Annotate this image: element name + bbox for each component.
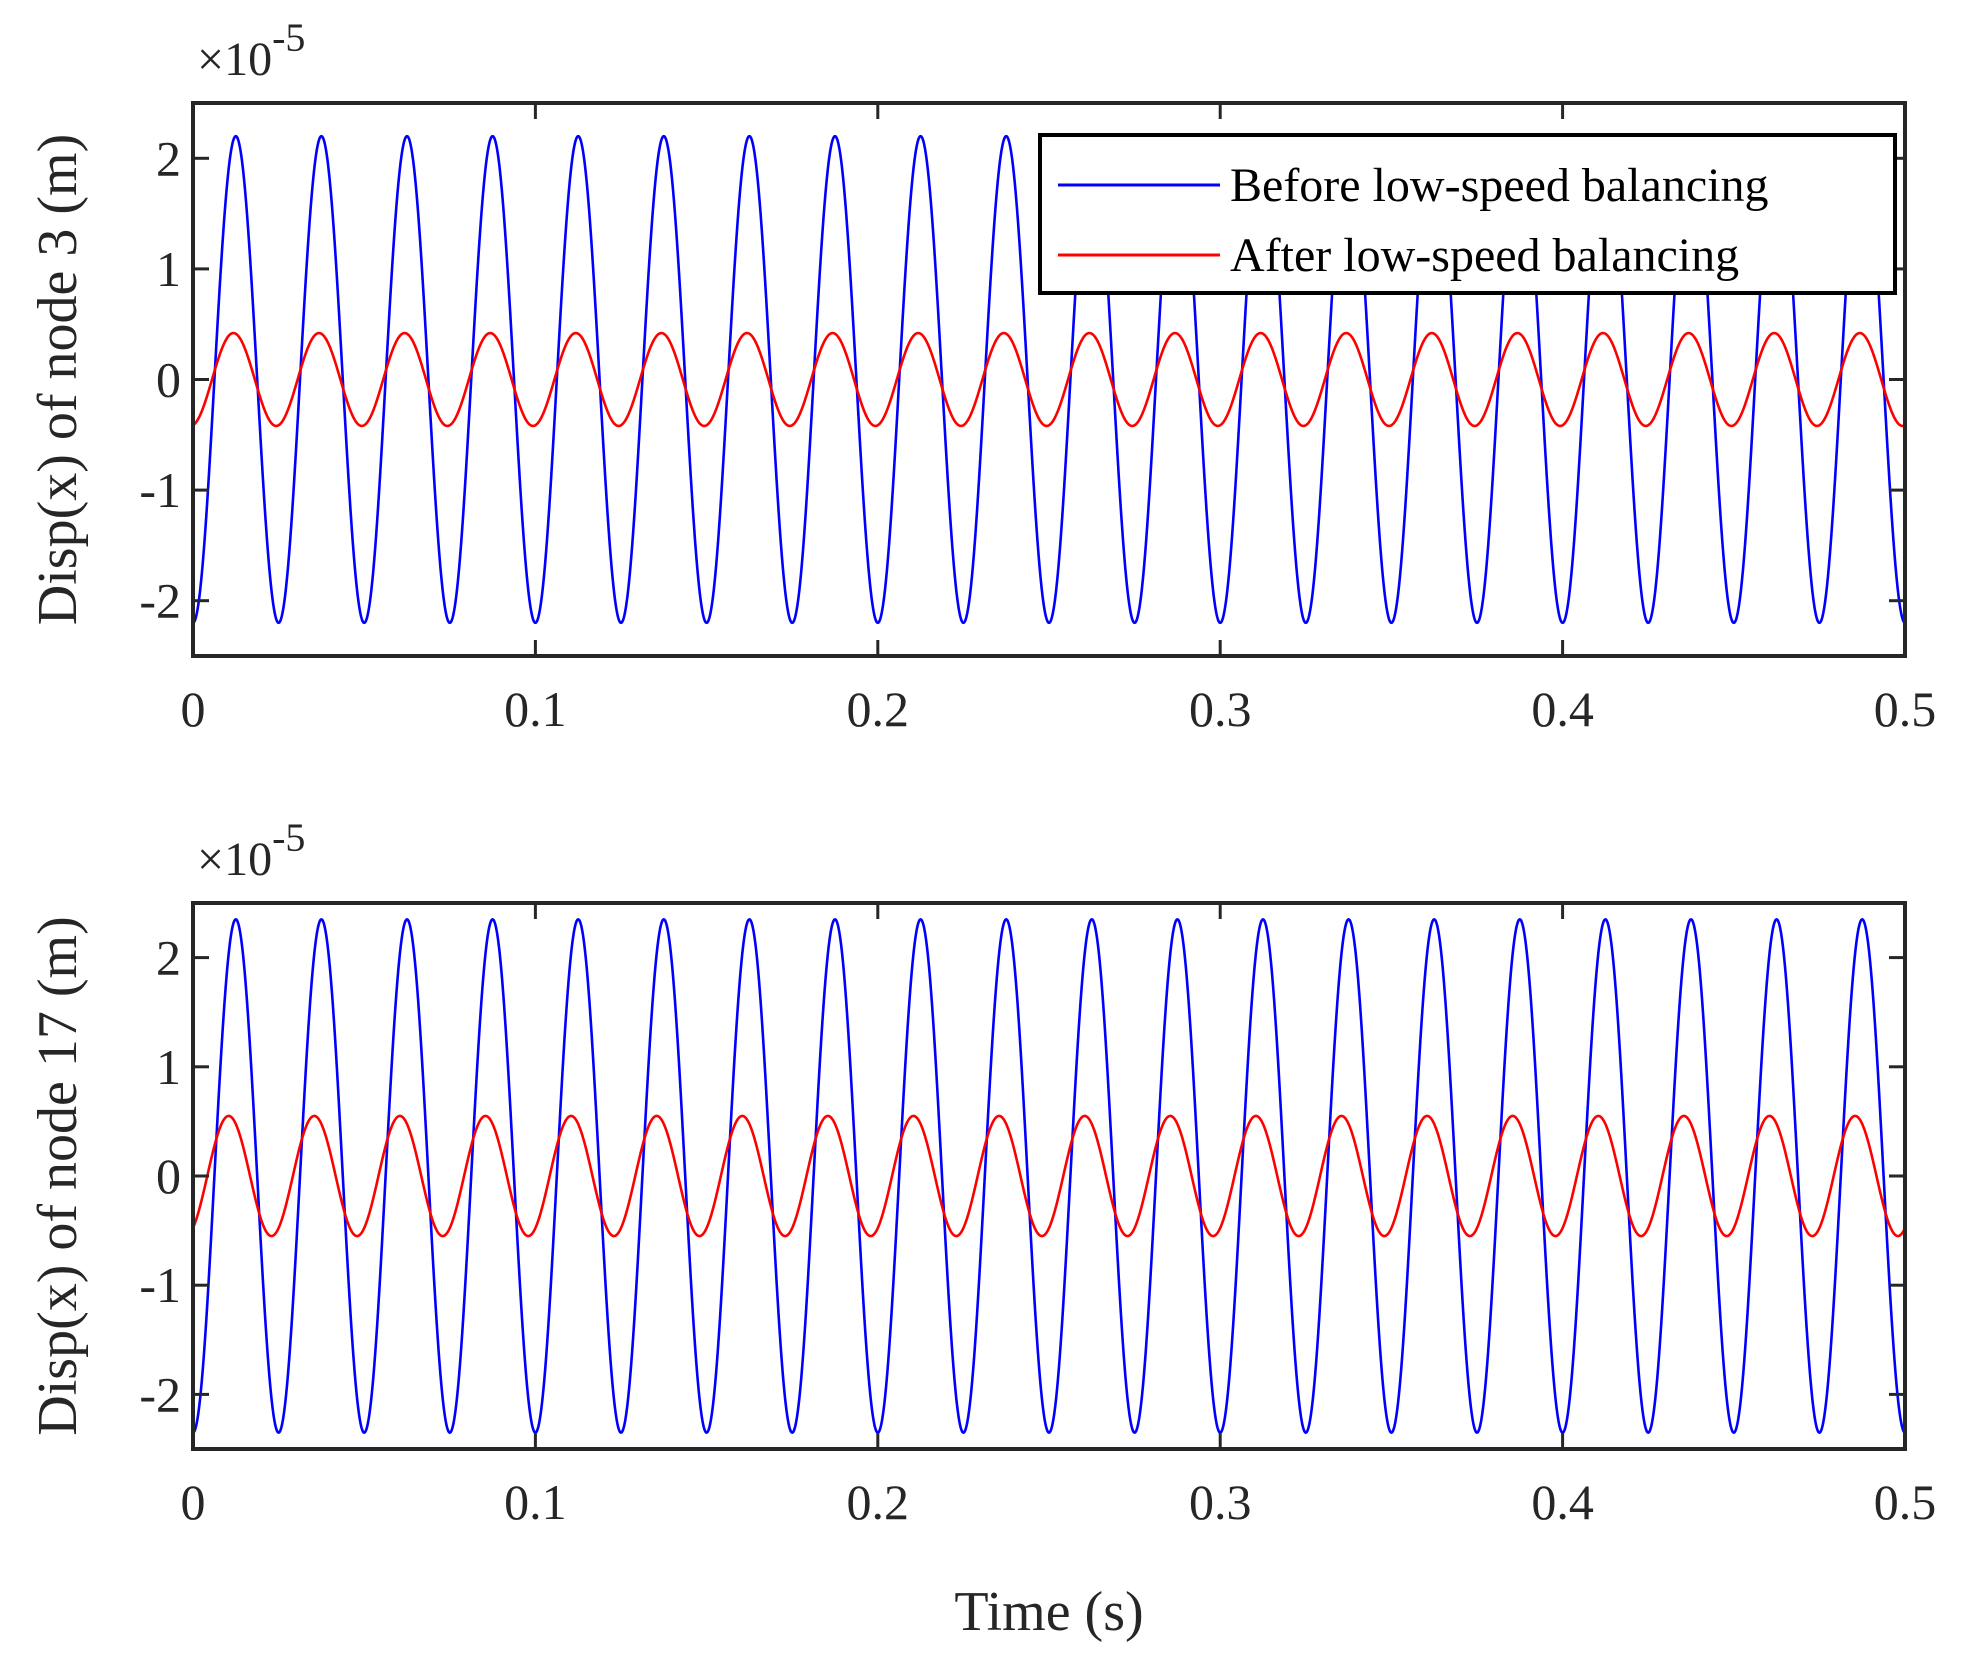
y-exponent-label: ×10-5 (197, 815, 305, 886)
x-axis-label: Time (s) (954, 1581, 1143, 1643)
chart-panel-bottom: 0 0.1 0.2 0.3 0.4 0.5 -2 -1 0 1 2 ×10-5 Disp(x) of n… (27, 815, 1936, 1643)
x-tick-label: 0.1 (504, 681, 567, 737)
y-tick-label: 1 (156, 1039, 181, 1095)
y-tick-label: 0 (156, 352, 181, 408)
y-exponent-base: ×10 (197, 33, 272, 86)
y-tick-label: 2 (156, 130, 181, 186)
x-tick-label: 0.1 (504, 1474, 567, 1530)
y-tick-label: -1 (139, 1257, 181, 1313)
x-tick-label: 0.3 (1189, 681, 1252, 737)
x-tick-label: 0 (181, 681, 206, 737)
y-tick-label: 0 (156, 1148, 181, 1204)
y-tick-label: 2 (156, 930, 181, 986)
y-exponent-label: ×10-5 (197, 15, 305, 86)
y-exponent-power: -5 (272, 815, 305, 860)
x-tick-label: 0.2 (847, 1474, 910, 1530)
legend-label-after: After low-speed balancing (1230, 229, 1739, 282)
y-axis-label: Disp(x) of node 17 (m) (27, 916, 89, 1435)
y-axis-label: Disp(x) of node 3 (m) (27, 134, 89, 625)
y-tick-label: -2 (139, 1366, 181, 1422)
x-tick-label: 0.5 (1874, 1474, 1937, 1530)
y-exponent-power: -5 (272, 15, 305, 60)
x-tick-label: 0.3 (1189, 1474, 1252, 1530)
y-tick-label: 1 (156, 241, 181, 297)
legend-box (1038, 133, 1897, 295)
x-tick-label: 0.4 (1531, 681, 1594, 737)
series-line-before-bottom (193, 918, 1905, 1434)
y-tick-label: -1 (139, 462, 181, 518)
chart-panel-top: 0 0.1 0.2 0.3 0.4 0.5 -2 -1 0 1 2 ×10-5 Disp(x) of n… (27, 15, 1936, 737)
series-line-after-bottom (193, 1114, 1905, 1238)
series-line-after-top (193, 331, 1905, 428)
x-tick-label: 0.4 (1531, 1474, 1594, 1530)
legend-label-before: Before low-speed balancing (1230, 159, 1768, 212)
axes-frame-bottom (191, 901, 1907, 1451)
y-exponent-base: ×10 (197, 833, 272, 886)
x-tick-label: 0.5 (1874, 681, 1937, 737)
legend: Before low-speed balancing After low-spee… (1038, 133, 1897, 295)
y-tick-label: -2 (139, 573, 181, 629)
x-tick-label: 0.2 (847, 681, 910, 737)
x-tick-label: 0 (181, 1474, 206, 1530)
